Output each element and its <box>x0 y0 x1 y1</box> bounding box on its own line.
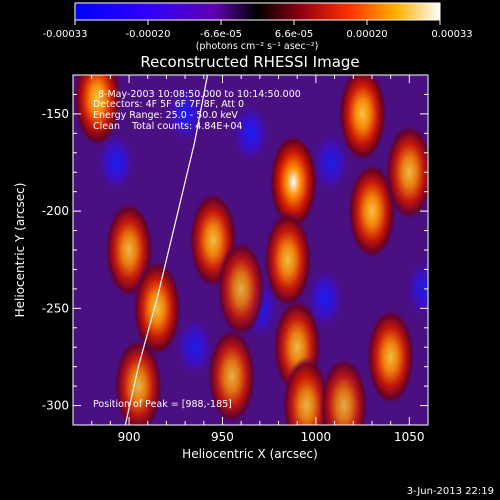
x-tick-label: 1000 <box>301 430 332 444</box>
colorbar-ticks <box>74 20 441 25</box>
info-line-counts: Clean Total counts: 4.84E+04 <box>93 121 242 132</box>
bright-blob <box>216 240 266 338</box>
dark-blob <box>95 128 137 197</box>
tick-labels: 900 950 1000 1050 -150 -200 -250 -300 <box>42 107 425 444</box>
limb-curve <box>124 75 209 425</box>
info-box: 8-May-2003 10:08:50.000 to 10:14:50.000 … <box>93 89 301 132</box>
colorbar-tick-2: -6.6e-05 <box>200 29 242 40</box>
info-line-energy: Energy Range: 25.0 - 50.0 keV <box>93 110 238 121</box>
dark-blob <box>310 128 352 197</box>
bright-blob <box>132 259 182 357</box>
bright-blob <box>385 123 428 221</box>
bright-blob <box>263 211 313 309</box>
bright-blob <box>73 75 122 147</box>
colorbar-tick-1: -0.00020 <box>126 29 171 40</box>
x-axis-label: Heliocentric X (arcsec) <box>182 447 318 461</box>
y-tick-label: -250 <box>42 301 69 315</box>
y-tick-label: -150 <box>42 107 69 121</box>
footer-date: 3-Jun-2013 22:19 <box>407 486 494 497</box>
bright-blob <box>366 308 415 406</box>
colorbar-tick-5: 0.00033 <box>431 29 472 40</box>
info-line-time: 8-May-2003 10:08:50.000 to 10:14:50.000 <box>98 89 301 100</box>
bright-blob <box>319 356 369 425</box>
y-axis-label: Heliocentric Y (arcsec) <box>13 183 27 318</box>
dark-blob <box>229 99 272 167</box>
x-tick-label: 1050 <box>394 430 425 444</box>
plot-title: Reconstructed RHESSI Image <box>140 53 359 71</box>
axis-ticks <box>73 74 429 426</box>
bright-blob <box>347 162 397 260</box>
colorbar <box>74 2 441 21</box>
peak-position: Position of Peak = [988,-185] <box>93 399 232 410</box>
bright-blob <box>338 75 387 163</box>
heatmap <box>73 75 428 425</box>
y-tick-label: -200 <box>42 204 69 218</box>
y-tick-label: -300 <box>42 399 69 413</box>
bright-blob <box>269 133 318 231</box>
colorbar-tick-0: -0.00033 <box>43 29 88 40</box>
dark-blob <box>403 255 428 323</box>
dark-blob <box>164 80 206 148</box>
x-tick-label: 900 <box>118 430 141 444</box>
colorbar-units: (photons cm⁻² s⁻¹ asec⁻²) <box>196 41 319 52</box>
colorbar-tick-4: 0.00020 <box>346 29 387 40</box>
info-line-detectors: Detectors: 4F 5F 6F 7F 8F, Att 0 <box>93 99 244 110</box>
bright-blob <box>207 327 257 425</box>
bright-blob <box>114 337 163 425</box>
dark-blob <box>173 313 215 381</box>
x-tick-label: 950 <box>211 430 234 444</box>
bright-blob <box>282 356 331 425</box>
colorbar-tick-3: 6.6e-05 <box>275 29 313 40</box>
